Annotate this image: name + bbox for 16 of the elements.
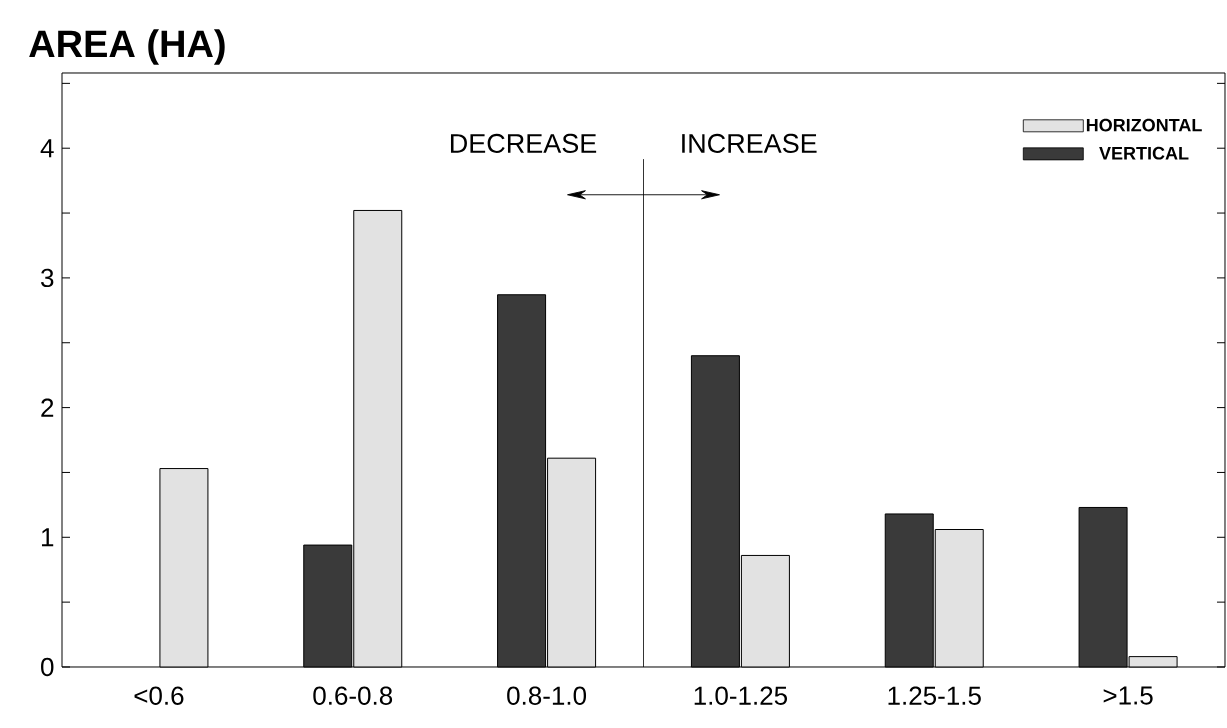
- x-tick-label: 0.8-1.0: [507, 686, 587, 705]
- x-tick-label: 1.25-1.5: [888, 686, 981, 705]
- x-tick-label: 0.6-0.8: [313, 686, 393, 705]
- y-tick-label: 0: [41, 657, 54, 677]
- x-tick-label: <0.6: [134, 686, 184, 705]
- annotation: INCREASE: [682, 133, 817, 153]
- y-tick-label: 4: [40, 139, 54, 158]
- annotation: DECREASE: [450, 133, 597, 153]
- x-tick-label: 1.0-1.25: [694, 686, 788, 705]
- y-tick-label: 1: [41, 528, 54, 547]
- chart-title: AREA (HA): [29, 29, 225, 65]
- legend-label: HORIZONTAL: [1086, 118, 1202, 132]
- legend-label: VERTICAL: [1099, 146, 1189, 160]
- y-tick-label: 2: [41, 398, 54, 417]
- y-tick-label: 3: [41, 268, 54, 288]
- x-tick-label: >1.5: [1103, 686, 1153, 705]
